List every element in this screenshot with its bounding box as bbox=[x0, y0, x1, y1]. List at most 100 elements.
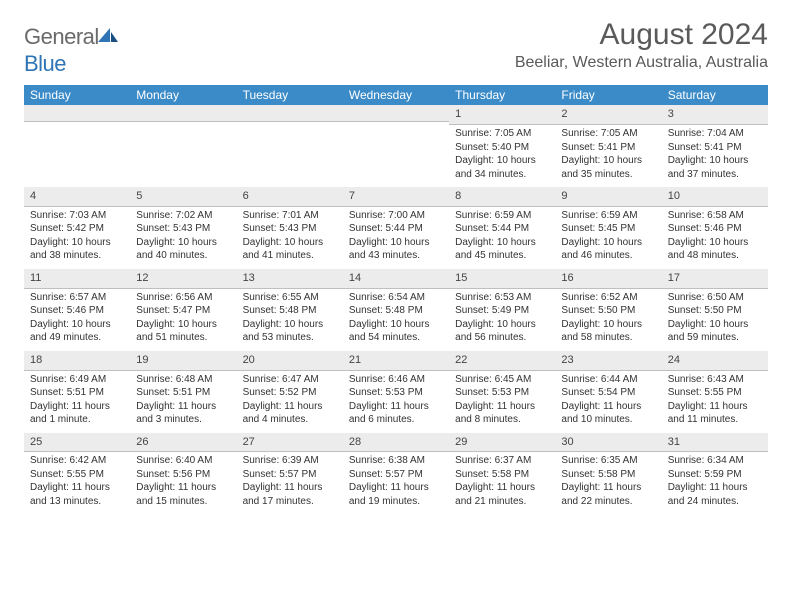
weekday-header-row: Sunday Monday Tuesday Wednesday Thursday… bbox=[24, 85, 768, 105]
sunset-text: Sunset: 5:46 PM bbox=[30, 304, 124, 318]
day-body: Sunrise: 6:35 AMSunset: 5:58 PMDaylight:… bbox=[555, 452, 661, 514]
day-body: Sunrise: 7:05 AMSunset: 5:40 PMDaylight:… bbox=[449, 125, 555, 187]
daylight-text: Daylight: 10 hours and 40 minutes. bbox=[136, 236, 230, 263]
calendar-cell: 17Sunrise: 6:50 AMSunset: 5:50 PMDayligh… bbox=[662, 269, 768, 351]
day-body: Sunrise: 6:42 AMSunset: 5:55 PMDaylight:… bbox=[24, 452, 130, 514]
calendar-week: 4Sunrise: 7:03 AMSunset: 5:42 PMDaylight… bbox=[24, 187, 768, 269]
sunrise-text: Sunrise: 6:37 AM bbox=[455, 454, 549, 468]
day-number: 31 bbox=[662, 433, 768, 453]
calendar-cell: 2Sunrise: 7:05 AMSunset: 5:41 PMDaylight… bbox=[555, 105, 661, 187]
weekday-header: Sunday bbox=[24, 85, 130, 105]
location-subtitle: Beeliar, Western Australia, Australia bbox=[515, 54, 768, 72]
weekday-header: Thursday bbox=[449, 85, 555, 105]
day-number: 20 bbox=[237, 351, 343, 371]
day-number bbox=[130, 105, 236, 122]
sunset-text: Sunset: 5:44 PM bbox=[455, 222, 549, 236]
day-body: Sunrise: 6:46 AMSunset: 5:53 PMDaylight:… bbox=[343, 371, 449, 433]
calendar-week: 1Sunrise: 7:05 AMSunset: 5:40 PMDaylight… bbox=[24, 105, 768, 187]
calendar-cell: 6Sunrise: 7:01 AMSunset: 5:43 PMDaylight… bbox=[237, 187, 343, 269]
daylight-text: Daylight: 10 hours and 58 minutes. bbox=[561, 318, 655, 345]
calendar-cell: 29Sunrise: 6:37 AMSunset: 5:58 PMDayligh… bbox=[449, 433, 555, 515]
day-body bbox=[237, 122, 343, 184]
sunrise-text: Sunrise: 6:53 AM bbox=[455, 291, 549, 305]
day-body: Sunrise: 6:45 AMSunset: 5:53 PMDaylight:… bbox=[449, 371, 555, 433]
day-body: Sunrise: 6:52 AMSunset: 5:50 PMDaylight:… bbox=[555, 289, 661, 351]
calendar-cell: 5Sunrise: 7:02 AMSunset: 5:43 PMDaylight… bbox=[130, 187, 236, 269]
daylight-text: Daylight: 11 hours and 22 minutes. bbox=[561, 481, 655, 508]
calendar-cell: 24Sunrise: 6:43 AMSunset: 5:55 PMDayligh… bbox=[662, 351, 768, 433]
sunset-text: Sunset: 5:44 PM bbox=[349, 222, 443, 236]
daylight-text: Daylight: 10 hours and 51 minutes. bbox=[136, 318, 230, 345]
calendar-cell: 8Sunrise: 6:59 AMSunset: 5:44 PMDaylight… bbox=[449, 187, 555, 269]
calendar-cell: 31Sunrise: 6:34 AMSunset: 5:59 PMDayligh… bbox=[662, 433, 768, 515]
calendar-cell: 22Sunrise: 6:45 AMSunset: 5:53 PMDayligh… bbox=[449, 351, 555, 433]
day-number: 15 bbox=[449, 269, 555, 289]
sunrise-text: Sunrise: 6:35 AM bbox=[561, 454, 655, 468]
day-body: Sunrise: 6:34 AMSunset: 5:59 PMDaylight:… bbox=[662, 452, 768, 514]
calendar-cell: 10Sunrise: 6:58 AMSunset: 5:46 PMDayligh… bbox=[662, 187, 768, 269]
daylight-text: Daylight: 11 hours and 8 minutes. bbox=[455, 400, 549, 427]
calendar-cell: 1Sunrise: 7:05 AMSunset: 5:40 PMDaylight… bbox=[449, 105, 555, 187]
sunrise-text: Sunrise: 7:05 AM bbox=[455, 127, 549, 141]
sunset-text: Sunset: 5:42 PM bbox=[30, 222, 124, 236]
sunrise-text: Sunrise: 6:38 AM bbox=[349, 454, 443, 468]
calendar: Sunday Monday Tuesday Wednesday Thursday… bbox=[24, 85, 768, 514]
sunset-text: Sunset: 5:51 PM bbox=[30, 386, 124, 400]
sunrise-text: Sunrise: 6:45 AM bbox=[455, 373, 549, 387]
daylight-text: Daylight: 10 hours and 59 minutes. bbox=[668, 318, 762, 345]
calendar-cell: 27Sunrise: 6:39 AMSunset: 5:57 PMDayligh… bbox=[237, 433, 343, 515]
daylight-text: Daylight: 11 hours and 3 minutes. bbox=[136, 400, 230, 427]
sunrise-text: Sunrise: 6:59 AM bbox=[455, 209, 549, 223]
sunrise-text: Sunrise: 6:40 AM bbox=[136, 454, 230, 468]
daylight-text: Daylight: 11 hours and 1 minute. bbox=[30, 400, 124, 427]
daylight-text: Daylight: 10 hours and 49 minutes. bbox=[30, 318, 124, 345]
sunset-text: Sunset: 5:43 PM bbox=[243, 222, 337, 236]
day-body: Sunrise: 7:02 AMSunset: 5:43 PMDaylight:… bbox=[130, 207, 236, 269]
daylight-text: Daylight: 11 hours and 19 minutes. bbox=[349, 481, 443, 508]
sunset-text: Sunset: 5:54 PM bbox=[561, 386, 655, 400]
calendar-cell: 16Sunrise: 6:52 AMSunset: 5:50 PMDayligh… bbox=[555, 269, 661, 351]
daylight-text: Daylight: 11 hours and 10 minutes. bbox=[561, 400, 655, 427]
day-number: 23 bbox=[555, 351, 661, 371]
day-number: 7 bbox=[343, 187, 449, 207]
calendar-cell: 4Sunrise: 7:03 AMSunset: 5:42 PMDaylight… bbox=[24, 187, 130, 269]
calendar-cell bbox=[24, 105, 130, 187]
sunrise-text: Sunrise: 6:57 AM bbox=[30, 291, 124, 305]
sunset-text: Sunset: 5:46 PM bbox=[668, 222, 762, 236]
day-body: Sunrise: 6:43 AMSunset: 5:55 PMDaylight:… bbox=[662, 371, 768, 433]
sunset-text: Sunset: 5:57 PM bbox=[349, 468, 443, 482]
calendar-week: 25Sunrise: 6:42 AMSunset: 5:55 PMDayligh… bbox=[24, 433, 768, 515]
day-number: 12 bbox=[130, 269, 236, 289]
daylight-text: Daylight: 10 hours and 41 minutes. bbox=[243, 236, 337, 263]
day-number: 26 bbox=[130, 433, 236, 453]
day-body: Sunrise: 6:49 AMSunset: 5:51 PMDaylight:… bbox=[24, 371, 130, 433]
calendar-cell: 14Sunrise: 6:54 AMSunset: 5:48 PMDayligh… bbox=[343, 269, 449, 351]
daylight-text: Daylight: 10 hours and 43 minutes. bbox=[349, 236, 443, 263]
calendar-cell: 26Sunrise: 6:40 AMSunset: 5:56 PMDayligh… bbox=[130, 433, 236, 515]
sunset-text: Sunset: 5:48 PM bbox=[349, 304, 443, 318]
calendar-cell bbox=[343, 105, 449, 187]
sunrise-text: Sunrise: 6:47 AM bbox=[243, 373, 337, 387]
daylight-text: Daylight: 10 hours and 46 minutes. bbox=[561, 236, 655, 263]
page-header: General Blue August 2024 Beeliar, Wester… bbox=[24, 18, 768, 77]
day-body: Sunrise: 6:55 AMSunset: 5:48 PMDaylight:… bbox=[237, 289, 343, 351]
day-number: 27 bbox=[237, 433, 343, 453]
day-body: Sunrise: 7:03 AMSunset: 5:42 PMDaylight:… bbox=[24, 207, 130, 269]
day-number: 24 bbox=[662, 351, 768, 371]
weeks-container: 1Sunrise: 7:05 AMSunset: 5:40 PMDaylight… bbox=[24, 105, 768, 514]
day-number bbox=[24, 105, 130, 122]
day-number: 9 bbox=[555, 187, 661, 207]
day-number: 30 bbox=[555, 433, 661, 453]
calendar-cell: 21Sunrise: 6:46 AMSunset: 5:53 PMDayligh… bbox=[343, 351, 449, 433]
sunrise-text: Sunrise: 6:46 AM bbox=[349, 373, 443, 387]
sunrise-text: Sunrise: 6:49 AM bbox=[30, 373, 124, 387]
day-body: Sunrise: 7:01 AMSunset: 5:43 PMDaylight:… bbox=[237, 207, 343, 269]
sunrise-text: Sunrise: 7:04 AM bbox=[668, 127, 762, 141]
day-body: Sunrise: 6:44 AMSunset: 5:54 PMDaylight:… bbox=[555, 371, 661, 433]
sunset-text: Sunset: 5:56 PM bbox=[136, 468, 230, 482]
weekday-header: Tuesday bbox=[237, 85, 343, 105]
day-body: Sunrise: 6:50 AMSunset: 5:50 PMDaylight:… bbox=[662, 289, 768, 351]
calendar-cell: 20Sunrise: 6:47 AMSunset: 5:52 PMDayligh… bbox=[237, 351, 343, 433]
day-body: Sunrise: 6:38 AMSunset: 5:57 PMDaylight:… bbox=[343, 452, 449, 514]
day-number bbox=[237, 105, 343, 122]
